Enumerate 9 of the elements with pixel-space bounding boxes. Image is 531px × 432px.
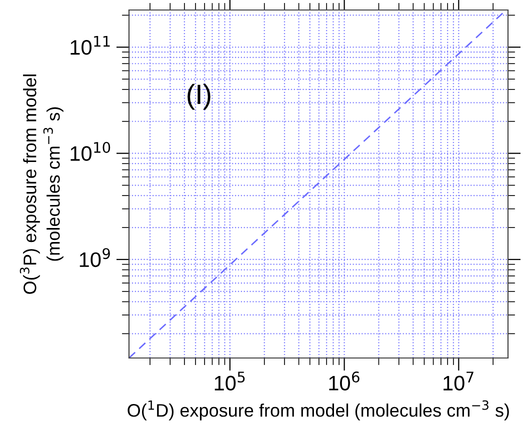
- y-tick-label: 10$^{9}$: [80, 248, 110, 268]
- x-tick-label: 10$^{5}$: [214, 372, 245, 391]
- x-axis-title: O($^{1}$D) exposure from model (molecules cm$^{−3}$ s): [128, 400, 509, 420]
- y-tick-label: 10$^{10}$: [70, 142, 110, 161]
- annotation: (I): [188, 84, 210, 110]
- y-axis-title: O($^{3}$P) exposure from model (molecules cm$^{−3}$ s): [20, 74, 64, 294]
- x-tick-label: 10$^{6}$: [329, 372, 360, 391]
- x-tick-label: 10$^{7}$: [444, 372, 474, 391]
- y-tick-label: 10$^{11}$: [70, 36, 110, 55]
